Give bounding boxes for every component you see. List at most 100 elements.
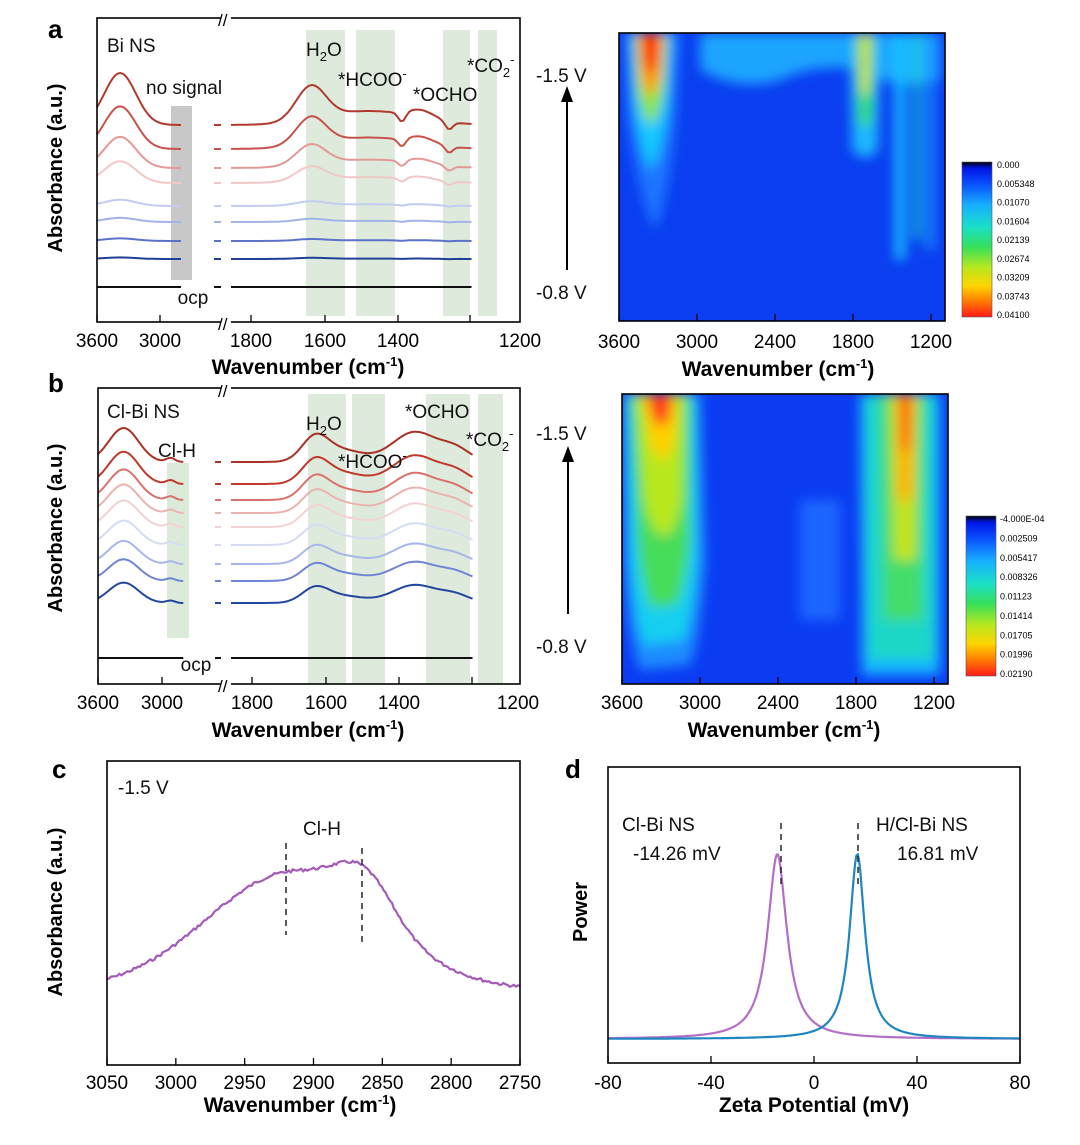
spectrum-line-a-right-6 (214, 238, 472, 243)
sample-label-a: Bi NS (107, 36, 156, 57)
spectrum-line-a-6 (96, 237, 181, 242)
potential-top-a: -1.5 V (536, 66, 587, 87)
potential-arrow-b: -1.5 V -0.8 V (536, 424, 587, 658)
y-axis-label-d: Power (570, 882, 592, 942)
colorbar-labels-a: 0.000 0.005348 0.01070 0.01604 0.02139 0.0267… (997, 160, 1035, 320)
panel-a-contour: 3600 3000 2400 1800 1200 Wavenumber (cm-… (598, 32, 1035, 381)
x-tick-d--40: -40 (697, 1073, 724, 1094)
x-tick-c-3000: 3000 (155, 1073, 197, 1094)
spectrum-line-a-right-5 (214, 217, 472, 224)
colorbar-tick-6: 0.01705 (1000, 630, 1033, 640)
spectrum-line-b-right-5 (215, 522, 473, 546)
spectrum-line-a-right-3 (214, 165, 472, 186)
axis-break-top-b: // (218, 382, 228, 401)
panel-a-spectra: a // // 3600 3000 1800 1600 1400 1200 Wa… (45, 11, 541, 379)
contour-x-tick-1200-a: 1200 (910, 332, 952, 353)
spectrum-line-b-right-0 (215, 430, 474, 463)
colorbar-tick-1: 0.005348 (997, 179, 1035, 189)
x-tick-1600-b: 1600 (305, 693, 347, 714)
band-hcoo (356, 30, 395, 316)
no-signal-label: no signal (146, 78, 222, 99)
x-tick-d-40: 40 (906, 1073, 927, 1094)
contour-x-tick-3000-a: 3000 (676, 332, 718, 353)
sample-label-b: Cl-Bi NS (107, 402, 180, 423)
contour-x-tick-1800-b: 1800 (835, 693, 877, 714)
spectrum-line-b-right-4 (215, 502, 473, 528)
series-value-clbi-d: -14.26 mV (633, 844, 721, 865)
spectrum-line-b-0 (97, 426, 184, 463)
panel-label-b: b (48, 368, 64, 398)
panel-d: d -80 -40 0 40 80 Zeta Potential (mV) Power … (565, 754, 1031, 1117)
spectrum-line-a-4 (96, 198, 181, 207)
x-tick-1800-b: 1800 (231, 693, 273, 714)
x-tick-c-2950: 2950 (224, 1073, 266, 1094)
contour-x-tick-2400-b: 2400 (757, 693, 799, 714)
spectrum-line-b-2 (97, 468, 184, 501)
colorbar-tick-2: 0.01070 (997, 198, 1030, 208)
x-axis-label-b: Wavenumber (cm-1) (212, 717, 405, 742)
band-label-ocho-a: *OCHO (413, 85, 477, 106)
spectrum-line-a-0 (96, 71, 181, 126)
colorbar-b (965, 515, 997, 677)
band-label-hcoo-a: *HCOO- (338, 66, 407, 91)
y-axis-label-b: Absorbance (a.u.) (45, 444, 67, 613)
spectrum-line-a-1 (96, 105, 181, 150)
colorbar-tick-7: 0.01996 (1000, 650, 1033, 660)
colorbar-tick-8: 0.02190 (1000, 669, 1033, 679)
band-clh-b (167, 463, 189, 638)
band-h2o-b (308, 394, 346, 684)
colorbar-tick-5: 0.02674 (997, 254, 1030, 264)
spectrum-line-b-3 (97, 483, 184, 514)
plot-frame-d (607, 766, 1021, 1064)
plot-frame-c (106, 760, 521, 1066)
colorbar-tick-3: 0.008326 (1000, 572, 1038, 582)
spectrum-line-b-8 (97, 581, 184, 604)
contour-x-tick-2400-a: 2400 (754, 332, 796, 353)
x-tick-1600-a: 1600 (304, 331, 346, 352)
colorbar-labels-b: -4.000E-04 0.002509 0.005417 0.008326 0.0112… (1000, 514, 1045, 679)
arrow-head-a (561, 86, 573, 102)
contour-x-tick-3000-b: 3000 (679, 693, 721, 714)
x-tick-3600-b: 3600 (77, 693, 119, 714)
x-tick-c-2800: 2800 (430, 1073, 472, 1094)
spectrum-line-b-4 (97, 499, 184, 528)
series-value-hclbi-d: 16.81 mV (897, 844, 979, 865)
series-name-clbi-d: Cl-Bi NS (622, 815, 695, 836)
band-ocho (443, 30, 470, 316)
band-label-clh-b: Cl-H (158, 441, 196, 462)
spectrum-line-a-right-1 (214, 115, 472, 154)
axis-break-top-a: // (218, 11, 228, 30)
spectra-curves-a (96, 71, 472, 288)
plot-frame-b (97, 387, 521, 685)
spectrum-line-a-right-7 (214, 256, 472, 261)
ocp-label-a: ocp (178, 288, 209, 309)
spectrum-line-b-right-1 (215, 454, 474, 485)
colorbar-tick-6: 0.03209 (997, 273, 1030, 283)
spectrum-line-a-3 (96, 160, 181, 184)
axis-break-gap-b (221, 382, 231, 690)
axis-break-bottom-b: // (218, 677, 228, 696)
potential-bottom-a: -0.8 V (536, 283, 587, 304)
spectrum-line-a-right-0 (214, 83, 472, 130)
x-tick-1400-a: 1400 (377, 331, 419, 352)
colorbar-tick-4: 0.01123 (1000, 592, 1032, 602)
potential-arrow-a: -1.5 V -0.8 V (536, 66, 587, 304)
ocp-label-b: ocp (181, 655, 212, 676)
no-signal-band (171, 106, 192, 280)
spectrum-line-b-6 (97, 539, 184, 565)
spectrum-line-a-2 (96, 135, 181, 169)
contour-frame-b (621, 393, 949, 685)
contour-x-tick-1200-b: 1200 (913, 693, 955, 714)
panel-label-a: a (48, 14, 63, 44)
colorbar-tick-8: 0.04100 (997, 310, 1030, 320)
colorbar-tick-3: 0.01604 (997, 216, 1030, 226)
spectrum-line-a-right-4 (214, 200, 472, 208)
contour-frame-a (618, 32, 946, 322)
band-label-hcoo-b: *HCOO- (338, 448, 407, 473)
potential-bottom-b: -0.8 V (536, 637, 587, 658)
x-tick-d--80: -80 (594, 1073, 621, 1094)
arrow-head-b (562, 446, 574, 462)
potential-title-c: -1.5 V (118, 778, 169, 799)
contour-x-label-b: Wavenumber (cm-1) (688, 717, 881, 742)
